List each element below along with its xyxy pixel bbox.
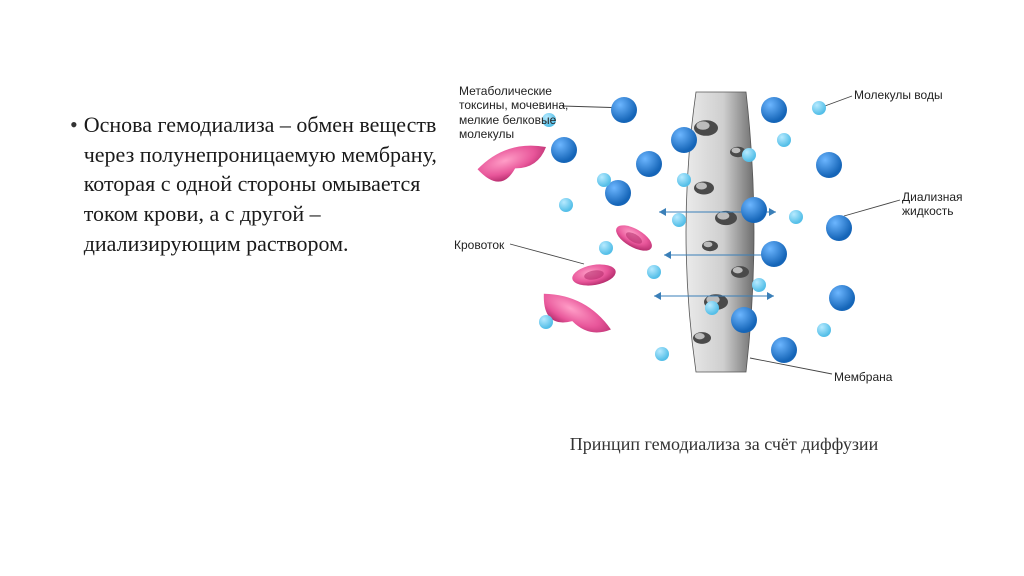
body-text: Основа гемодиализа – обмен веществ через… xyxy=(84,110,454,258)
bullet-icon: • xyxy=(70,114,78,136)
label-membrane: Мембрана xyxy=(834,370,904,384)
hemodialysis-diagram: Метаболические токсины, мочевина, мелкие… xyxy=(454,50,994,430)
label-bloodflow: Кровоток xyxy=(454,238,514,252)
label-dialysate: Диализная жидкость xyxy=(902,190,982,219)
label-water: Молекулы воды xyxy=(854,88,964,102)
text-column: • Основа гемодиализа – обмен веществ чер… xyxy=(30,50,454,556)
label-toxins: Метаболические токсины, мочевина, мелкие… xyxy=(459,84,579,142)
diagram-caption: Принцип гемодиализа за счёт диффузии xyxy=(454,434,994,455)
slide-container: • Основа гемодиализа – обмен веществ чер… xyxy=(0,0,1024,576)
diagram-column: Метаболические токсины, мочевина, мелкие… xyxy=(454,50,994,556)
bullet-item: • Основа гемодиализа – обмен веществ чер… xyxy=(70,110,454,258)
